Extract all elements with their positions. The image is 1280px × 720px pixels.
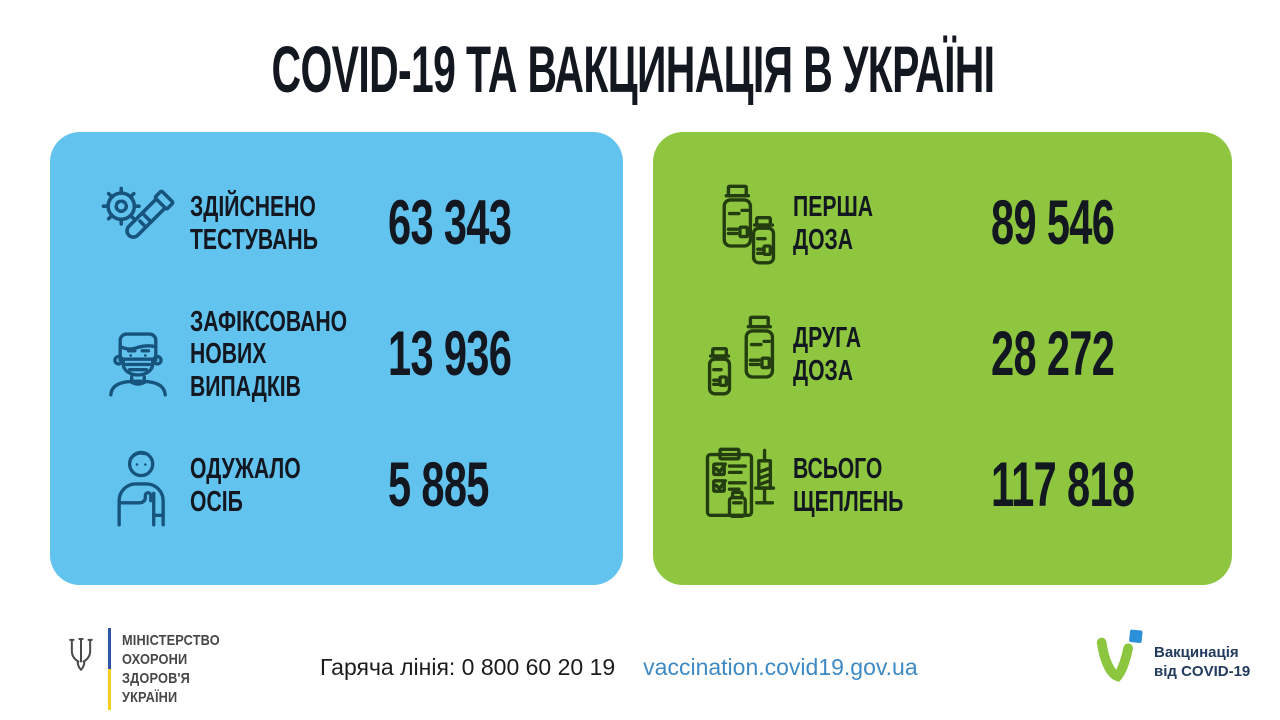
stat-label: ЗАФІКСОВАНО НОВИХ ВИПАДКІВ [190,305,348,403]
vaccine-vials-icon [697,310,787,400]
flag-divider [108,628,111,710]
ministry-logo: МІНІСТЕРСТВО ОХОРОНИ ЗДОРОВ'Я УКРАЇНИ [66,628,237,710]
test-tube-virus-icon [94,179,184,269]
ministry-name: МІНІСТЕРСТВО ОХОРОНИ ЗДОРОВ'Я УКРАЇНИ [122,632,220,706]
stat-row-new-cases: ЗАФІКСОВАНО НОВИХ ВИПАДКІВ 13 936 [94,289,603,420]
stat-row-recovered: ОДУЖАЛО ОСІБ 5 885 [94,420,603,551]
stat-value: 13 936 [388,319,512,389]
stat-value: 5 885 [388,450,489,520]
vaccination-logo-label: Вакцинація від COVID-19 [1154,644,1251,680]
stat-row-second-dose: ДРУГА ДОЗА 28 272 [697,289,1212,420]
stat-row-total-vaccinations: ВСЬОГО ЩЕПЛЕНЬ 117 818 [697,420,1212,551]
stat-label: ВСЬОГО ЩЕПЛЕНЬ [793,453,904,518]
v-checkmark-icon [1096,629,1143,682]
stat-row-first-dose: ПЕРША ДОЗА 89 546 [697,158,1212,289]
stat-label: ЗДІЙСНЕНО ТЕСТУВАНЬ [190,191,318,256]
trident-icon [69,638,93,671]
stat-row-tests: ЗДІЙСНЕНО ТЕСТУВАНЬ 63 343 [94,158,603,289]
stat-value: 63 343 [388,188,512,258]
stat-label: ОДУЖАЛО ОСІБ [190,453,301,518]
covid-stats-card: ЗДІЙСНЕНО ТЕСТУВАНЬ 63 343 ЗАФІКСОВАНО Н… [50,132,623,585]
stat-value: 28 272 [991,319,1115,389]
vaccine-vials-icon [697,179,787,269]
vaccination-record-icon [697,441,787,531]
page-title: COVID-19 ТА ВАКЦИНАЦІЯ В УКРАЇНІ [271,32,996,106]
hotline-text: Гаряча лінія: 0 800 60 20 19 [320,654,616,680]
recovered-person-icon [94,441,184,531]
vaccination-campaign-logo: Вакцинація від COVID-19 [1092,626,1250,686]
masked-person-icon [94,310,184,400]
stat-value: 89 546 [991,188,1115,258]
website-link[interactable]: vaccination.covid19.gov.ua [643,654,918,680]
stat-value: 117 818 [991,450,1135,520]
stat-label: ПЕРША ДОЗА [793,191,874,256]
footer-contacts: Гаряча лінія: 0 800 60 20 19 vaccination… [320,654,918,681]
header: COVID-19 ТА ВАКЦИНАЦІЯ В УКРАЇНІ 31 ЖОВТ… [50,34,1232,104]
vaccination-stats-card: ПЕРША ДОЗА 89 546 ДРУГА ДОЗА 28 272 [653,132,1232,585]
stat-label: ДРУГА ДОЗА [793,322,862,387]
